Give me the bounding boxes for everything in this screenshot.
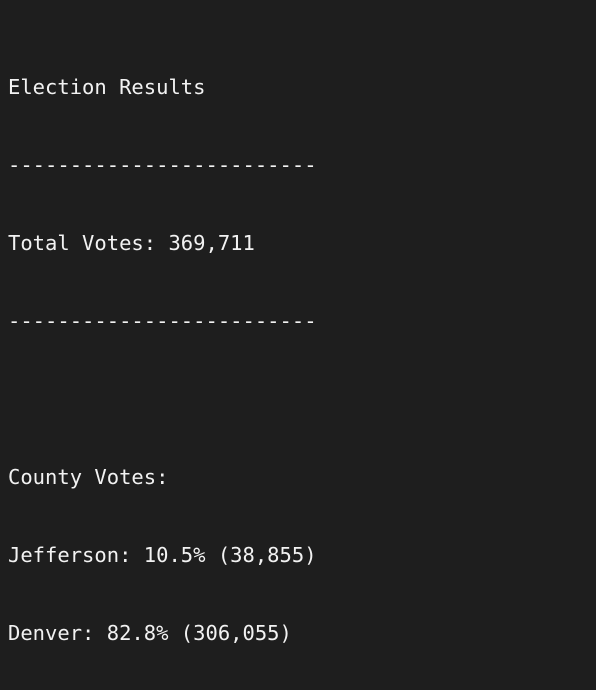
separator-line: ------------------------- <box>8 153 317 177</box>
report-title: Election Results <box>8 75 206 99</box>
county-votes-header: County Votes: <box>8 465 169 489</box>
county-line-denver: Denver: 82.8% (306,055) <box>8 621 292 645</box>
blank-line <box>8 386 596 412</box>
total-votes-line: Total Votes: 369,711 <box>8 231 255 255</box>
separator-line: ------------------------- <box>8 309 317 333</box>
county-line-jefferson: Jefferson: 10.5% (38,855) <box>8 543 317 567</box>
